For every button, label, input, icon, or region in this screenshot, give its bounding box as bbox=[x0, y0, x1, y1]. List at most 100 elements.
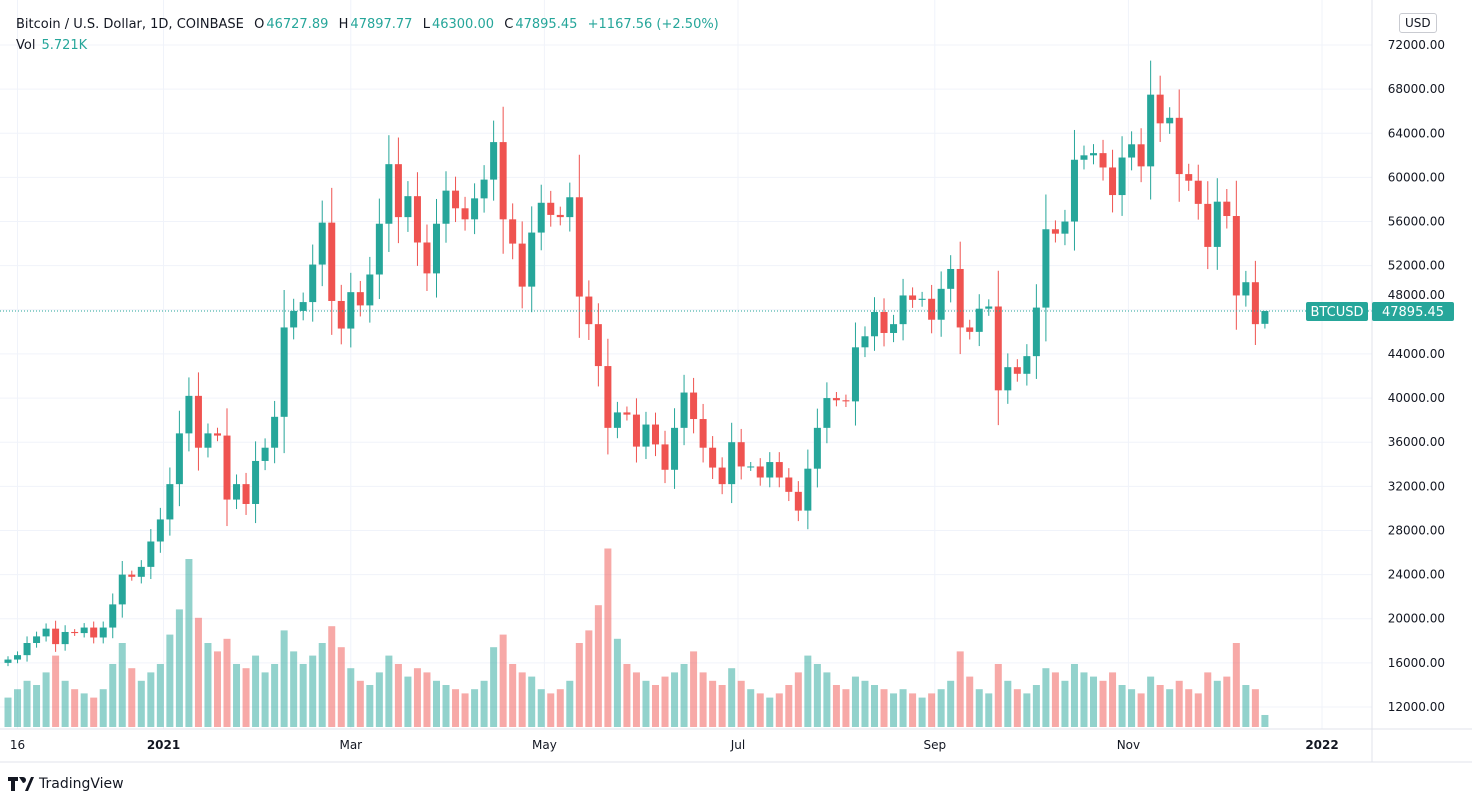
candle-body bbox=[432, 223, 440, 274]
price-tick-label: 68000.00 bbox=[1388, 82, 1445, 96]
tradingview-logo[interactable]: TradingView bbox=[8, 776, 124, 792]
candle-body bbox=[1156, 94, 1164, 124]
volume-bar bbox=[23, 680, 31, 727]
open-value: 46727.89 bbox=[266, 17, 329, 32]
time-tick-label: 2021 bbox=[147, 738, 180, 752]
candle-body bbox=[1032, 307, 1040, 357]
volume-bar bbox=[985, 693, 993, 727]
price-tick-label: 64000.00 bbox=[1388, 126, 1445, 140]
candle-body bbox=[1242, 282, 1250, 296]
volume-bar bbox=[156, 664, 164, 727]
volume-bar bbox=[690, 651, 698, 727]
volume-bar bbox=[823, 672, 831, 727]
price-axis[interactable]: 72000.00 68000.00 64000.00 60000.00 56000.00… bbox=[1388, 38, 1445, 714]
volume-bar bbox=[204, 643, 212, 727]
candle-body bbox=[499, 142, 507, 220]
candle-body bbox=[42, 628, 50, 637]
volume-bar bbox=[785, 685, 793, 727]
volume-bar bbox=[423, 672, 431, 727]
volume-bar bbox=[1032, 685, 1040, 727]
candle-body bbox=[385, 164, 393, 224]
volume-bar bbox=[452, 689, 460, 727]
volume-bar bbox=[1128, 689, 1136, 727]
volume-bar bbox=[890, 693, 898, 727]
candle-body bbox=[537, 202, 545, 233]
symbol-legend: Bitcoin / U.S. Dollar, 1D, COINBASE O 467… bbox=[16, 17, 721, 32]
price-tick-label: 40000.00 bbox=[1388, 391, 1445, 405]
candle-body bbox=[356, 292, 364, 306]
candle-body bbox=[880, 312, 888, 333]
volume-bar bbox=[280, 630, 288, 727]
volume-bar bbox=[42, 672, 50, 727]
candle-body bbox=[404, 196, 412, 218]
candle-body bbox=[528, 232, 536, 287]
candle-body bbox=[261, 447, 269, 461]
candle-body bbox=[728, 442, 736, 485]
volume-bar bbox=[61, 680, 69, 727]
volume-bar bbox=[14, 689, 22, 727]
candle-body bbox=[709, 447, 717, 468]
volume-bar bbox=[233, 664, 241, 727]
price-tick-label: 52000.00 bbox=[1388, 259, 1445, 273]
volume-bar bbox=[52, 655, 60, 727]
time-axis[interactable]: 16 2021 Mar May Jul Sep Nov 2022 bbox=[10, 738, 1339, 752]
price-tick-label: 16000.00 bbox=[1388, 656, 1445, 670]
volume-bar bbox=[356, 680, 364, 727]
volume-bar bbox=[318, 643, 326, 727]
price-tick-label: 56000.00 bbox=[1388, 215, 1445, 229]
candle-body bbox=[147, 541, 155, 567]
price-tick-label: 24000.00 bbox=[1388, 568, 1445, 582]
volume-bar bbox=[1109, 672, 1117, 727]
volume-bar bbox=[851, 676, 859, 727]
candle-body bbox=[813, 427, 821, 469]
candle-body bbox=[899, 295, 907, 325]
candle-body bbox=[1185, 174, 1193, 181]
candle-body bbox=[1223, 201, 1231, 217]
candle-body bbox=[775, 462, 783, 478]
candle-body bbox=[452, 190, 460, 209]
volume-bar bbox=[547, 693, 555, 727]
volume-bar bbox=[1242, 685, 1250, 727]
candle-body bbox=[661, 444, 669, 470]
candle-body bbox=[185, 395, 193, 434]
candle-body bbox=[394, 164, 402, 218]
candle-body bbox=[128, 574, 136, 577]
volume-bar bbox=[223, 638, 231, 727]
volume-bar bbox=[509, 664, 517, 727]
candle-body bbox=[632, 414, 640, 447]
currency-button[interactable]: USD bbox=[1399, 13, 1437, 33]
volume-bar bbox=[632, 672, 640, 727]
candle-body bbox=[756, 466, 764, 478]
volume-bar bbox=[147, 672, 155, 727]
candle-body bbox=[871, 312, 879, 337]
candle-body bbox=[718, 467, 726, 485]
volume-bar bbox=[471, 689, 479, 727]
candle-body bbox=[156, 519, 164, 542]
volume-bar bbox=[1004, 680, 1012, 727]
volume-bar bbox=[918, 697, 926, 727]
candle-body bbox=[1013, 367, 1021, 374]
volume-bar bbox=[832, 685, 840, 727]
volume-bar bbox=[109, 664, 117, 727]
candle-body bbox=[480, 179, 488, 199]
volume-bar bbox=[413, 668, 421, 727]
price-tick-label: 72000.00 bbox=[1388, 38, 1445, 52]
candle-body bbox=[1251, 282, 1259, 325]
candle-body bbox=[1080, 155, 1088, 160]
price-tick-label: 12000.00 bbox=[1388, 700, 1445, 714]
candle-body bbox=[233, 484, 241, 500]
volume-bar bbox=[1166, 689, 1174, 727]
volume-bar bbox=[594, 605, 602, 727]
volume-bar bbox=[442, 685, 450, 727]
high-label: H bbox=[338, 17, 349, 32]
candle-body bbox=[1090, 153, 1098, 156]
candle-body bbox=[14, 655, 22, 660]
volume-bar bbox=[71, 689, 79, 727]
volume-label: Vol bbox=[16, 38, 36, 53]
time-tick-label: Mar bbox=[339, 738, 362, 752]
price-tick-label: 28000.00 bbox=[1388, 523, 1445, 537]
volume-bar bbox=[623, 664, 631, 727]
volume-bar bbox=[404, 676, 412, 727]
candle-body bbox=[1109, 167, 1117, 196]
